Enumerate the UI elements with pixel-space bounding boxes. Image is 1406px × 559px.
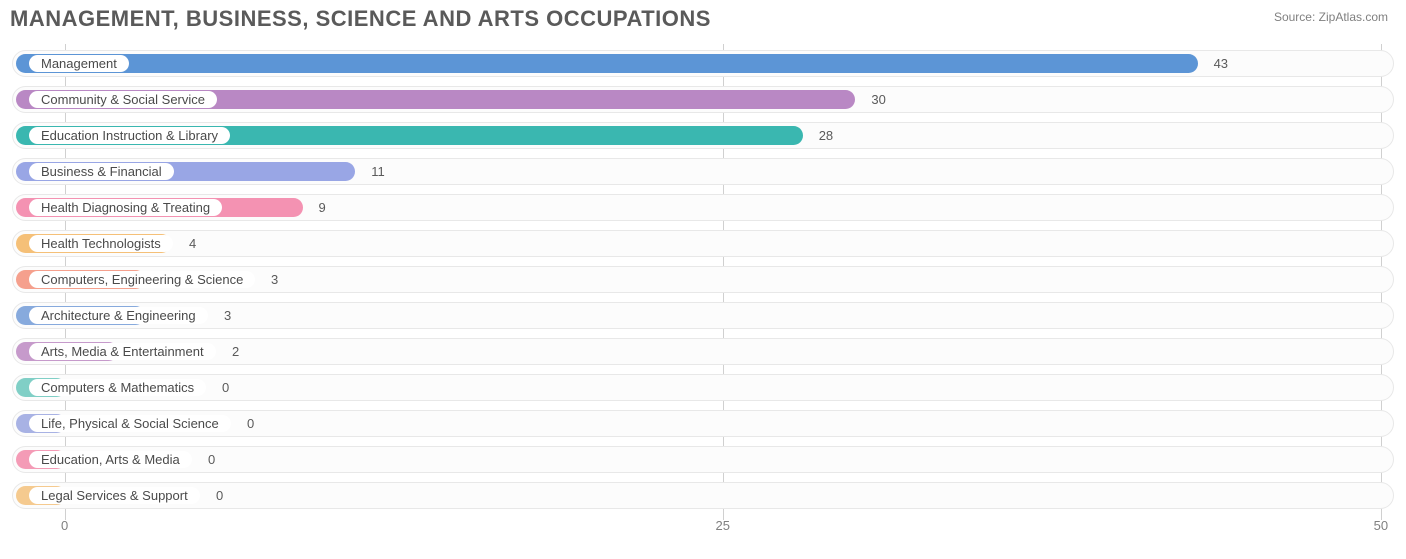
chart-title: MANAGEMENT, BUSINESS, SCIENCE AND ARTS O… — [10, 6, 711, 32]
bar-label: Community & Social Service — [29, 91, 217, 108]
chart-header: MANAGEMENT, BUSINESS, SCIENCE AND ARTS O… — [0, 0, 1406, 40]
bar-track: Legal Services & Support 0 — [12, 482, 1394, 509]
chart-source: Source: ZipAtlas.com — [1274, 10, 1388, 24]
bar-value: 0 — [214, 375, 229, 400]
bar-label: Architecture & Engineering — [29, 307, 208, 324]
bar-label: Computers, Engineering & Science — [29, 271, 255, 288]
bar-value: 0 — [200, 447, 215, 472]
bar-track: Arts, Media & Entertainment 2 — [12, 338, 1394, 365]
bar-label: Life, Physical & Social Science — [29, 415, 231, 432]
bar-label: Arts, Media & Entertainment — [29, 343, 216, 360]
bar-track: Health Technologists 4 — [12, 230, 1394, 257]
bar-label: Health Technologists — [29, 235, 173, 252]
bar-value: 2 — [224, 339, 239, 364]
bar-track: Education, Arts & Media 0 — [12, 446, 1394, 473]
bar-track: Business & Financial 11 — [12, 158, 1394, 185]
bar-fill — [16, 54, 1198, 73]
x-axis-tick-label: 50 — [1374, 518, 1388, 533]
bar-value: 0 — [208, 483, 223, 508]
bar-value: 3 — [216, 303, 231, 328]
x-axis-tick-label: 25 — [716, 518, 730, 533]
bar-value: 43 — [1206, 51, 1228, 76]
bar-track: Community & Social Service 30 — [12, 86, 1394, 113]
bar-value: 3 — [263, 267, 278, 292]
bar-track: Architecture & Engineering 3 — [12, 302, 1394, 329]
bar-track: Health Diagnosing & Treating 9 — [12, 194, 1394, 221]
chart-area: Management43Community & Social Service30… — [12, 44, 1394, 544]
bar-track: Education Instruction & Library 28 — [12, 122, 1394, 149]
bar-track: Management 43 — [12, 50, 1394, 77]
x-axis-labels: 0 25 50 — [12, 518, 1394, 538]
bar-label: Education, Arts & Media — [29, 451, 192, 468]
bars-container: Management43Community & Social Service30… — [12, 44, 1394, 509]
bar-value: 28 — [811, 123, 833, 148]
bar-label: Management — [29, 55, 129, 72]
x-axis-tick-label: 0 — [61, 518, 68, 533]
bar-value: 30 — [863, 87, 885, 112]
bar-value: 0 — [239, 411, 254, 436]
bar-value: 11 — [363, 159, 385, 184]
bar-track: Life, Physical & Social Science 0 — [12, 410, 1394, 437]
bar-label: Business & Financial — [29, 163, 174, 180]
bar-label: Legal Services & Support — [29, 487, 200, 504]
bar-track: Computers, Engineering & Science 3 — [12, 266, 1394, 293]
bar-label: Computers & Mathematics — [29, 379, 206, 396]
bar-label: Health Diagnosing & Treating — [29, 199, 222, 216]
bar-track: Computers & Mathematics 0 — [12, 374, 1394, 401]
bar-label: Education Instruction & Library — [29, 127, 230, 144]
bar-value: 4 — [181, 231, 196, 256]
bar-value: 9 — [311, 195, 326, 220]
